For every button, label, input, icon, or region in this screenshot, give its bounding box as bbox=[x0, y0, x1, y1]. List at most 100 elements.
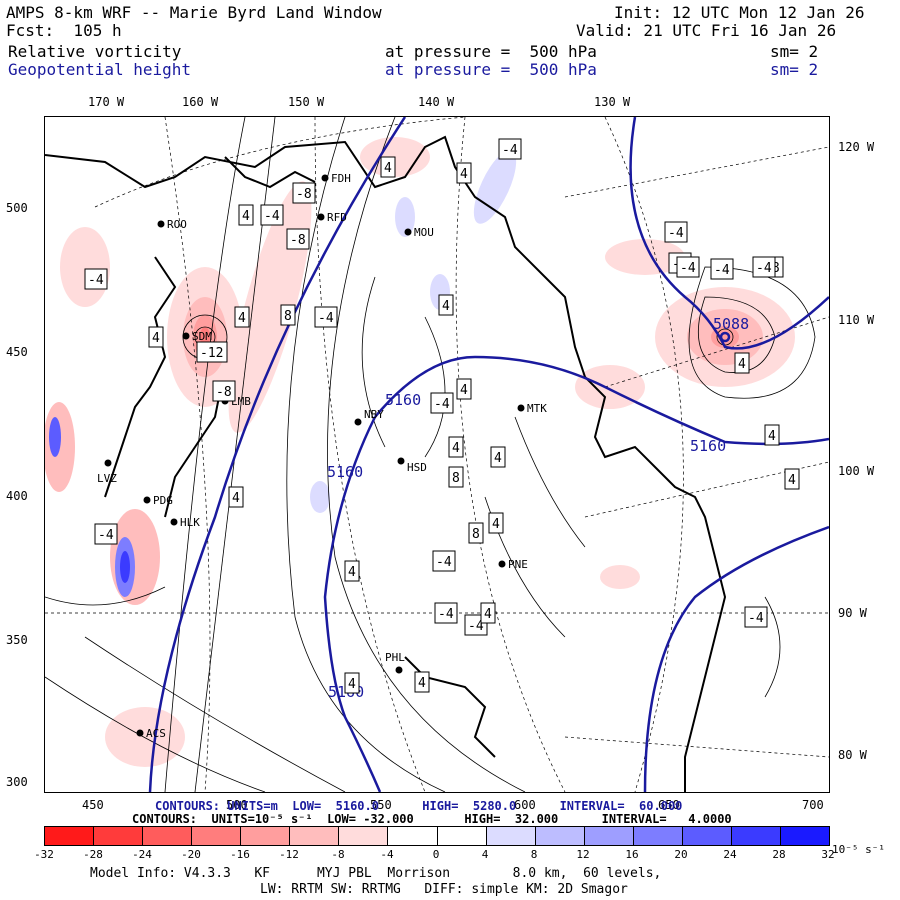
colorbar-tick-label: -12 bbox=[279, 848, 299, 861]
colorbar-tick-label: -32 bbox=[34, 848, 54, 861]
svg-text:-8: -8 bbox=[296, 187, 312, 202]
vorticity-label: -4 bbox=[664, 221, 688, 243]
svg-text:-4: -4 bbox=[318, 311, 334, 326]
station-label: ROO bbox=[167, 218, 187, 231]
vorticity-label: -4 bbox=[432, 550, 456, 572]
lon-label-top: 140 W bbox=[418, 95, 455, 109]
svg-text:-4: -4 bbox=[88, 273, 104, 288]
svg-text:4: 4 bbox=[232, 491, 240, 506]
station-label: PDG bbox=[153, 494, 173, 507]
colorbar-swatch bbox=[143, 827, 193, 845]
valid-time: Valid: 21 UTC Fri 16 Jan 26 bbox=[576, 21, 837, 40]
svg-text:-8: -8 bbox=[290, 233, 306, 248]
lon-label-right: 90 W bbox=[838, 606, 867, 620]
svg-text:4: 4 bbox=[460, 167, 468, 182]
map-title: AMPS 8-km WRF -- Marie Byrd Land Window bbox=[6, 3, 382, 22]
station-label: MTK bbox=[527, 402, 547, 415]
colorbar-tick-label: 8 bbox=[530, 848, 538, 861]
colorbar-tick-label: 32 bbox=[821, 848, 835, 861]
colorbar-swatch bbox=[94, 827, 144, 845]
svg-text:4: 4 bbox=[484, 607, 492, 622]
svg-text:4: 4 bbox=[348, 565, 356, 580]
lon-label-right: 110 W bbox=[838, 313, 875, 327]
vorticity-labels: -4-8-12-8-4484-4-844-484-4-844-44-444844… bbox=[84, 138, 800, 694]
model-info-physics: LW: RRTM SW: RRTMG DIFF: simple KM: 2D S… bbox=[260, 882, 628, 897]
svg-text:-4: -4 bbox=[468, 619, 484, 634]
station-label: SDM bbox=[192, 330, 212, 343]
vorticity-label: -4 bbox=[752, 256, 776, 278]
colorbar-tick-label: 20 bbox=[674, 848, 688, 861]
colorbar-swatch bbox=[682, 827, 732, 845]
vorticity-label: -4 bbox=[744, 606, 768, 628]
lon-label-top: 160 W bbox=[182, 95, 219, 109]
colorbar-swatch bbox=[388, 827, 438, 845]
x-tick-label: 500 bbox=[226, 798, 248, 812]
height-label: 5160 bbox=[690, 437, 726, 455]
colorbar-tick-label: -8 bbox=[331, 848, 345, 861]
vorticity-label: 4 bbox=[480, 602, 496, 624]
vorticity-label: 4 bbox=[234, 306, 250, 328]
station-label: ACS bbox=[146, 727, 166, 740]
svg-text:4: 4 bbox=[494, 451, 502, 466]
colorbar-swatch bbox=[780, 827, 829, 845]
svg-text:4: 4 bbox=[384, 161, 392, 176]
vorticity-label: -8 bbox=[292, 182, 316, 204]
vorticity-label: 4 bbox=[344, 672, 360, 694]
vorticity-label: 4 bbox=[380, 156, 396, 178]
y-tick-label: 400 bbox=[6, 489, 28, 503]
svg-text:4: 4 bbox=[452, 441, 460, 456]
colorbar-swatch bbox=[486, 827, 536, 845]
vorticity-label: 4 bbox=[490, 446, 506, 468]
station-label: LVZ bbox=[97, 472, 117, 485]
colorbar-tick-label: -16 bbox=[230, 848, 250, 861]
init-time: Init: 12 UTC Mon 12 Jan 26 bbox=[614, 3, 865, 22]
vorticity-label: 4 bbox=[764, 424, 780, 446]
height-label: 5160 bbox=[327, 463, 363, 481]
vorticity-label: 8 bbox=[468, 522, 484, 544]
vorticity-label: -8 bbox=[212, 380, 236, 402]
station-label: HLK bbox=[180, 516, 200, 529]
field2-level: at pressure = 500 hPa bbox=[385, 60, 597, 79]
svg-text:4: 4 bbox=[152, 331, 160, 346]
svg-text:4: 4 bbox=[348, 677, 356, 692]
svg-text:4: 4 bbox=[418, 676, 426, 691]
colorbar-tick-label: 12 bbox=[576, 848, 590, 861]
height-labels: 5160 5160 5160 5160 5088 bbox=[327, 315, 749, 701]
y-tick-label: 450 bbox=[6, 345, 28, 359]
x-tick-label: 600 bbox=[514, 798, 536, 812]
lon-label-right: 120 W bbox=[838, 140, 875, 154]
lon-label-top: 130 W bbox=[594, 95, 631, 109]
field2-name: Geopotential height bbox=[8, 60, 192, 79]
station-label: MOU bbox=[414, 226, 434, 239]
vorticity-label: 4 bbox=[456, 378, 472, 400]
x-tick-label: 700 bbox=[802, 798, 824, 812]
colorbar-swatch bbox=[192, 827, 242, 845]
colorbar-swatch bbox=[241, 827, 291, 845]
vorticity-label: 4 bbox=[734, 352, 750, 374]
vorticity-label: -4 bbox=[84, 268, 108, 290]
vorticity-label: -8 bbox=[286, 228, 310, 250]
vorticity-label: 4 bbox=[488, 512, 504, 534]
x-tick-label: 650 bbox=[658, 798, 680, 812]
station-labels: ROO FDH RFD MOU SDM LMB NBY MTK LVZ HSD … bbox=[97, 172, 547, 740]
vorticity-label: -4 bbox=[314, 306, 338, 328]
coastline bbox=[45, 135, 727, 792]
vorticity-label: 4 bbox=[438, 294, 454, 316]
colorbar-swatch bbox=[731, 827, 781, 845]
lon-label-right: 100 W bbox=[838, 464, 875, 478]
vorticity-label: -4 bbox=[676, 256, 700, 278]
colorbar-tick-label: -20 bbox=[181, 848, 201, 861]
svg-text:-4: -4 bbox=[714, 263, 730, 278]
field1-level: at pressure = 500 hPa bbox=[385, 42, 597, 61]
svg-text:4: 4 bbox=[460, 383, 468, 398]
field2-smoothing: sm= 2 bbox=[770, 60, 819, 79]
svg-text:4: 4 bbox=[242, 209, 250, 224]
vorticity-label: -4 bbox=[710, 258, 734, 280]
colorbar-swatch bbox=[535, 827, 585, 845]
colorbar-tick-label: 28 bbox=[772, 848, 786, 861]
forecast-hour: Fcst: 105 h bbox=[6, 21, 122, 40]
colorbar-swatch bbox=[45, 827, 95, 845]
colorbar-swatch bbox=[339, 827, 389, 845]
colorbar-units: 10⁻⁵ s⁻¹ bbox=[832, 843, 885, 856]
svg-text:8: 8 bbox=[472, 527, 480, 542]
